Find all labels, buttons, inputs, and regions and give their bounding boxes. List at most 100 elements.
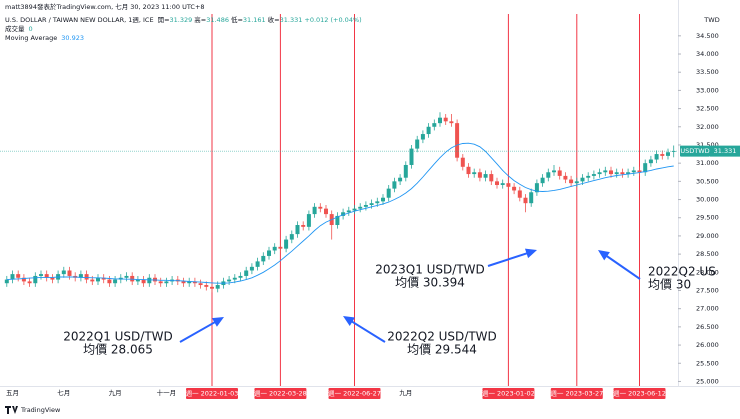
candle-body bbox=[324, 208, 328, 215]
candle-body bbox=[626, 172, 631, 175]
ohlc-label: 高= bbox=[194, 15, 206, 24]
y-tick-label: 28.500 bbox=[696, 250, 719, 258]
candle-body bbox=[438, 117, 442, 124]
candle-body bbox=[90, 279, 95, 282]
candle-body bbox=[96, 277, 100, 282]
candle-body bbox=[341, 212, 346, 216]
candle-body bbox=[84, 274, 89, 280]
candle-body bbox=[16, 274, 21, 278]
currency: TWD bbox=[703, 16, 719, 24]
candle-body bbox=[449, 121, 454, 124]
x-tick-label: 七月 bbox=[57, 388, 70, 397]
candle-body bbox=[381, 197, 385, 202]
marker-label-bg bbox=[328, 388, 381, 399]
y-tick-label: 29.500 bbox=[696, 214, 719, 222]
y-tick-label: 34.000 bbox=[696, 50, 719, 58]
candle-body bbox=[569, 179, 574, 184]
annotation-text: 2022Q2 US bbox=[648, 265, 716, 279]
candle-body bbox=[660, 154, 665, 156]
candle-body bbox=[346, 210, 351, 213]
candle-body bbox=[529, 192, 534, 204]
candle-body bbox=[666, 152, 670, 156]
annotation-text: 均價 29.544 bbox=[407, 343, 477, 357]
series-title: U.S. DOLLAR / TAIWAN NEW DOLLAR, 1週, ICE bbox=[5, 15, 154, 24]
candle-body bbox=[369, 203, 374, 205]
candle-body bbox=[631, 170, 636, 173]
candle-body bbox=[654, 154, 659, 160]
y-tick-label: 30.500 bbox=[696, 177, 719, 185]
candle-body bbox=[158, 281, 163, 284]
candle-body bbox=[33, 275, 38, 284]
candle-body bbox=[27, 281, 32, 284]
candle-body bbox=[597, 172, 602, 175]
volume-label: 成交量 bbox=[5, 24, 25, 33]
price-tag-value: 31.331 bbox=[714, 147, 737, 155]
x-tick-label: 九月 bbox=[399, 388, 412, 397]
y-tick-label: 31.000 bbox=[696, 159, 719, 167]
ohlc-value: 31.331 bbox=[280, 16, 303, 24]
annotation-text: 均價 30.394 bbox=[395, 276, 465, 290]
candle-body bbox=[540, 177, 545, 184]
candle-body bbox=[409, 148, 414, 165]
ohlc-value: 31.329 bbox=[170, 16, 193, 24]
marker-label: 週一 2023-03-27 bbox=[550, 389, 603, 398]
marker-label-bg bbox=[186, 388, 238, 399]
candle-body bbox=[546, 172, 551, 178]
candle-body bbox=[432, 123, 437, 127]
candle-body bbox=[643, 163, 648, 173]
candle-body bbox=[198, 283, 203, 286]
candle-body bbox=[141, 279, 146, 284]
candle-body bbox=[552, 170, 556, 173]
candle-body bbox=[289, 234, 294, 240]
y-tick-label: 29.000 bbox=[696, 232, 719, 240]
price-tag-value-bg bbox=[710, 145, 740, 157]
candle-body bbox=[50, 277, 55, 280]
candle-body bbox=[227, 279, 232, 282]
y-tick-label: 27.500 bbox=[696, 286, 719, 294]
y-tick-label: 32.000 bbox=[696, 123, 719, 131]
candle-body bbox=[466, 166, 471, 175]
annotation-arrow bbox=[179, 317, 224, 343]
candle-body bbox=[67, 270, 72, 276]
candle-body bbox=[78, 274, 83, 278]
y-tick-label: 31.500 bbox=[696, 141, 719, 149]
candle-body bbox=[420, 134, 425, 140]
candle-body bbox=[455, 123, 460, 158]
candle-body bbox=[563, 175, 568, 180]
candle-body bbox=[255, 261, 260, 267]
candle-body bbox=[460, 157, 465, 167]
y-tick-label: 25.000 bbox=[696, 377, 719, 385]
y-tick-label: 34.500 bbox=[696, 32, 719, 40]
candle-body bbox=[363, 205, 368, 207]
candle-body bbox=[534, 183, 539, 193]
candle-body bbox=[21, 277, 26, 282]
candle-body bbox=[113, 279, 118, 284]
ohlc-value: 31.161 bbox=[243, 16, 266, 24]
candle-body bbox=[477, 172, 482, 178]
candle-body bbox=[312, 206, 317, 215]
change: +0.012 (+0.04%) bbox=[304, 16, 361, 24]
candle-body bbox=[358, 206, 363, 209]
candle-body bbox=[386, 188, 391, 198]
candle-body bbox=[517, 190, 522, 198]
brand-name: TradingView bbox=[20, 406, 61, 414]
candle-body bbox=[318, 206, 323, 209]
annotation-text: 2022Q1 USD/TWD bbox=[63, 330, 173, 344]
candle-body bbox=[352, 208, 357, 211]
annotation-text: 2022Q2 USD/TWD bbox=[387, 330, 497, 344]
candle-body bbox=[135, 279, 140, 282]
candle-body bbox=[637, 170, 642, 173]
marker-label-bg bbox=[550, 388, 603, 399]
volume-value: 0 bbox=[29, 25, 33, 33]
candle-body bbox=[306, 214, 311, 227]
candle-body bbox=[557, 170, 562, 176]
candle-body bbox=[147, 277, 152, 284]
candle-body bbox=[295, 225, 300, 235]
candle-body bbox=[620, 172, 625, 175]
candle-body bbox=[107, 279, 112, 284]
candle-body bbox=[44, 274, 49, 278]
